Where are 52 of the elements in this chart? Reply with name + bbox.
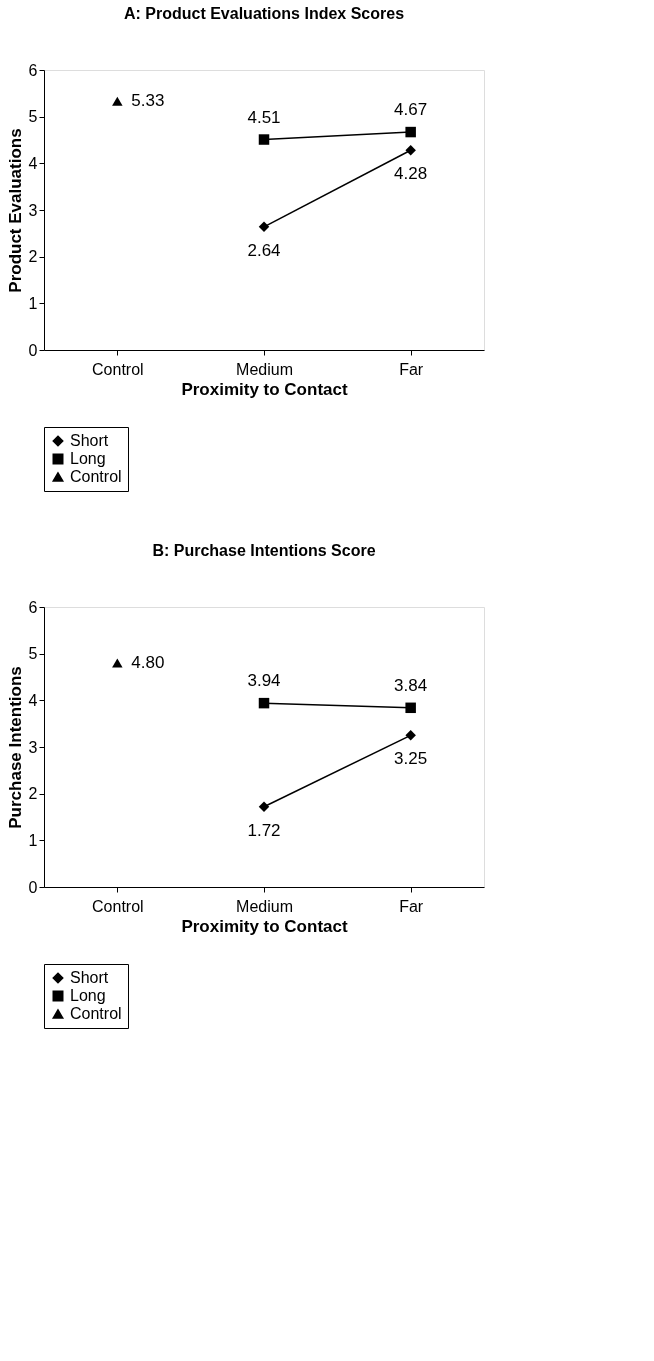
x-tick-label: Far (399, 897, 424, 915)
y-tick-label: 4 (28, 154, 38, 172)
data-label: 4.28 (394, 164, 428, 184)
y-tick-label: 5 (28, 645, 38, 663)
data-label: 4.80 (131, 653, 165, 672)
point (405, 702, 416, 714)
y-tick-label: 0 (28, 878, 38, 896)
x-tick-label: Medium (236, 897, 293, 915)
x-tick-label: Far (399, 360, 424, 378)
point (258, 697, 270, 709)
y-tick-label: 4 (28, 691, 38, 709)
x-tick-label: Medium (236, 360, 293, 378)
data-label: 3.84 (394, 675, 428, 695)
data-label: 3.94 (247, 671, 281, 691)
legend-label: Long (70, 450, 106, 467)
y-tick-label: 3 (28, 738, 38, 756)
data-label: 3.25 (394, 749, 428, 769)
y-tick-label: 5 (28, 108, 38, 126)
y-tick-label: 0 (28, 341, 38, 359)
chart-title: B: Purchase Intentions Score (152, 542, 376, 559)
legend-label: Short (70, 969, 109, 986)
y-axis-title: Product Evaluations (5, 128, 25, 293)
legend-label: Control (70, 1005, 122, 1022)
x-tick-label: Control (92, 897, 144, 915)
y-tick-label: 6 (28, 598, 38, 616)
y-tick-label: 1 (28, 294, 38, 312)
point (405, 730, 416, 741)
point (258, 801, 270, 812)
y-tick-label: 3 (28, 201, 38, 219)
point (405, 145, 416, 156)
x-tick-label: Control (92, 360, 144, 378)
legend-label: Short (70, 432, 109, 449)
x-axis-title: Proximity to Contact (181, 916, 348, 936)
point (258, 134, 270, 145)
point (112, 96, 123, 106)
y-tick-label: 6 (28, 61, 38, 79)
data-label: 1.72 (247, 820, 281, 840)
y-tick-label: 1 (28, 831, 38, 849)
y-tick-label: 2 (28, 248, 38, 266)
y-tick-label: 2 (28, 785, 38, 803)
data-label: 2.64 (247, 240, 281, 260)
chart-title: A: Product Evaluations Index Scores (123, 5, 405, 22)
point (405, 126, 416, 138)
data-label: 5.33 (131, 91, 165, 111)
point (258, 221, 270, 233)
data-label: 4.51 (247, 107, 281, 127)
legend-label: Long (70, 987, 106, 1004)
point (112, 658, 123, 668)
legend-label: Control (70, 468, 122, 485)
x-axis-title: Proximity to Contact (181, 379, 348, 399)
data-label: 4.67 (394, 100, 428, 120)
y-axis-title: Purchase Intentions (5, 666, 25, 829)
